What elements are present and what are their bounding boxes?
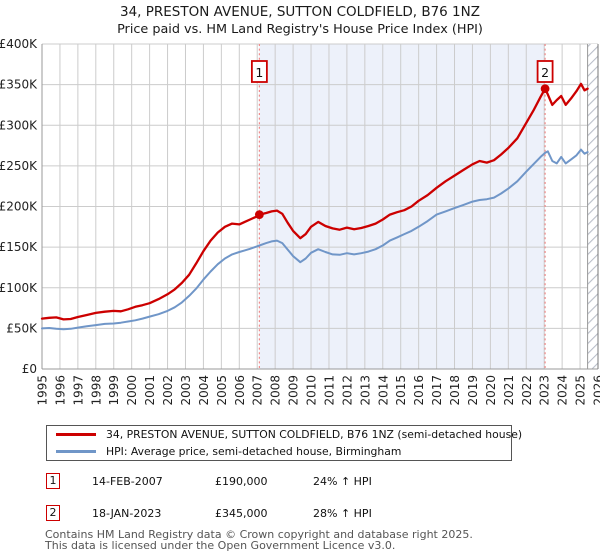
sale-2-date: 18-JAN-2023 xyxy=(92,507,162,520)
x-tick-label: 2000 xyxy=(125,375,139,406)
sale-marker-box-1 xyxy=(250,60,268,83)
x-tick-label: 2024 xyxy=(556,375,570,406)
y-tick-label: £100K xyxy=(0,281,38,295)
x-tick-label: 2001 xyxy=(143,375,157,406)
sale-1-date: 14-FEB-2007 xyxy=(92,475,163,488)
hpi-line-swatch xyxy=(56,449,96,453)
sale-marker-num-2: 2 xyxy=(541,65,549,80)
x-tick-label: 2006 xyxy=(233,375,247,406)
x-tick-label: 2002 xyxy=(161,375,175,406)
x-tick-label: 2022 xyxy=(520,375,534,406)
x-tick-label: 2016 xyxy=(412,375,426,406)
sale-2-hpi-delta: 28% ↑ HPI xyxy=(313,507,372,520)
y-tick-label: £300K xyxy=(0,118,38,132)
legend-label-hpi: HPI: Average price, semi-detached house,… xyxy=(106,444,402,458)
x-tick-label: 1998 xyxy=(89,375,103,406)
sale-annotation-2: 2 18-JAN-2023 £345,000 28% ↑ HPI xyxy=(0,505,600,525)
chart-title: 34, PRESTON AVENUE, SUTTON COLDFIELD, B7… xyxy=(119,4,480,20)
y-tick-label: £250K xyxy=(0,159,38,173)
sale-annotation-1: 1 14-FEB-2007 £190,000 24% ↑ HPI xyxy=(0,473,600,493)
x-tick-label: 2008 xyxy=(269,375,283,406)
x-tick-label: 2009 xyxy=(287,375,301,406)
y-tick-label: £150K xyxy=(0,240,38,254)
sale-1-number-badge: 1 xyxy=(46,473,60,489)
x-tick-label: 2004 xyxy=(197,375,211,406)
future-hatch-region xyxy=(587,44,598,369)
y-tick-label: £350K xyxy=(0,78,38,92)
x-tick-label: 2026 xyxy=(592,375,600,406)
x-tick-label: 1996 xyxy=(53,375,67,406)
hpi-series-line xyxy=(41,148,589,331)
x-tick-label: 2025 xyxy=(574,375,588,406)
x-tick-label: 2021 xyxy=(502,375,516,406)
x-tick-label: 2017 xyxy=(430,375,444,406)
sale-marker-num-1: 1 xyxy=(255,65,263,80)
x-tick-label: 2011 xyxy=(322,375,336,406)
x-tick-label: 1999 xyxy=(107,375,121,406)
x-tick-label: 2010 xyxy=(305,375,319,406)
x-tick-label: 2019 xyxy=(466,375,480,406)
x-tick-label: 2023 xyxy=(538,375,552,406)
x-tick-label: 2014 xyxy=(376,375,390,406)
chart-subtitle: Price paid vs. HM Land Registry's House … xyxy=(117,22,483,37)
x-tick-label: 2012 xyxy=(340,375,354,406)
sale-point-1 xyxy=(254,210,264,220)
legend-item-price-paid: 34, PRESTON AVENUE, SUTTON COLDFIELD, B7… xyxy=(47,427,522,442)
x-tick-label: 2005 xyxy=(215,375,229,406)
sale-point-2 xyxy=(540,84,550,94)
y-tick-label: £200K xyxy=(0,200,38,214)
price-paid-series-line xyxy=(40,82,589,321)
y-tick-label: £50K xyxy=(6,321,38,335)
x-tick-label: 2007 xyxy=(251,375,265,406)
sale-2-price: £345,000 xyxy=(215,507,268,520)
price-history-chart: 1 2 £0 £50K £100K £150K £200K £250K £300K £350K £4… xyxy=(0,37,600,406)
x-tick-label: 1995 xyxy=(36,375,50,406)
y-tick-label: £400K xyxy=(0,37,38,51)
price-paid-line-swatch xyxy=(56,433,96,437)
x-tick-label: 1997 xyxy=(71,375,85,406)
y-tick-label: £0 xyxy=(22,362,37,376)
legend: 34, PRESTON AVENUE, SUTTON COLDFIELD, B7… xyxy=(46,425,522,461)
legend-label-price-paid: 34, PRESTON AVENUE, SUTTON COLDFIELD, B7… xyxy=(106,428,523,442)
x-tick-label: 2003 xyxy=(179,375,193,406)
footer-line-2: This data is licensed under the Open Gov… xyxy=(45,539,396,552)
x-tick-label: 2018 xyxy=(448,375,462,406)
x-tick-label: 2020 xyxy=(484,375,498,406)
legend-item-hpi: HPI: Average price, semi-detached house,… xyxy=(47,444,511,459)
x-tick-label: 2013 xyxy=(358,375,372,406)
sale-1-hpi-delta: 24% ↑ HPI xyxy=(313,475,372,488)
footer-line-1: Contains HM Land Registry data © Crown c… xyxy=(45,528,473,541)
sale-marker-box-2 xyxy=(536,60,554,83)
x-tick-label: 2015 xyxy=(394,375,408,406)
sale-2-number-badge: 2 xyxy=(46,505,60,521)
sale-1-price: £190,000 xyxy=(215,475,268,488)
license-footer: Contains HM Land Registry data © Crown c… xyxy=(45,529,473,551)
